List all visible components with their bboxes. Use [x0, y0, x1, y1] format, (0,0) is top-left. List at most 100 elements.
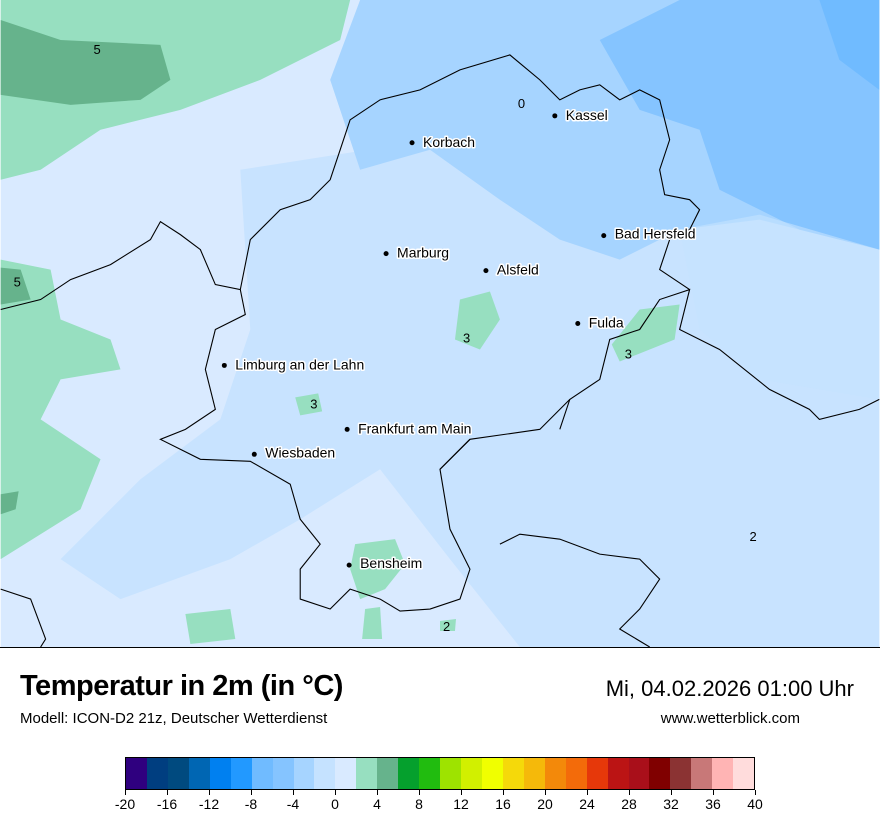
legend-tick: [586, 790, 588, 795]
legend-swatch: [481, 758, 503, 789]
legend-tick-label: 32: [663, 796, 679, 812]
legend-tick: [712, 790, 714, 795]
city-frankfurt[interactable]: Frankfurt am Main: [344, 419, 473, 438]
legend-swatch: [272, 758, 294, 789]
forecast-datetime: Mi, 04.02.2026 01:00 Uhr: [605, 676, 854, 701]
legend-swatch: [377, 758, 399, 789]
city-bad-hersfeld[interactable]: Bad Hersfeld: [601, 224, 697, 243]
contour-label: 5: [94, 42, 101, 57]
legend-swatch: [691, 758, 713, 789]
legend-tick-label: 40: [747, 796, 763, 812]
legend-swatch: [230, 758, 252, 789]
svg-text:Limburg an der Lahn: Limburg an der Lahn: [235, 356, 364, 372]
legend-tick-label: 16: [495, 796, 511, 812]
legend-tick: [544, 790, 546, 795]
legend-swatch: [398, 758, 420, 789]
svg-text:Korbach: Korbach: [423, 134, 475, 150]
legend-tick-label: 24: [579, 796, 595, 812]
website-link[interactable]: www.wetterblick.com: [660, 710, 800, 727]
legend-tick-label: 0: [331, 796, 339, 812]
legend-tick: [670, 790, 672, 795]
legend-swatch: [356, 758, 378, 789]
legend-tick-label: 28: [621, 796, 637, 812]
legend-swatch: [419, 758, 441, 789]
legend-swatch: [335, 758, 357, 789]
svg-text:Alsfeld: Alsfeld: [497, 262, 539, 278]
contour-label: 3: [310, 396, 317, 411]
legend-tick: [250, 790, 252, 795]
legend-tick: [460, 790, 462, 795]
legend-tick-label: 12: [453, 796, 469, 812]
legend-tick-label: 8: [415, 796, 423, 812]
city-korbach[interactable]: Korbach: [409, 132, 477, 151]
contour-label: 2: [443, 619, 450, 634]
legend-swatch: [251, 758, 273, 789]
legend-tick: [124, 790, 126, 795]
legend-swatch: [607, 758, 629, 789]
legend-swatch: [670, 758, 692, 789]
map-title: Temperatur in 2m (in °C): [20, 670, 343, 702]
temperature-map[interactable]: Kassel Korbach Bad Hersfeld Marburg Alsf…: [0, 0, 880, 648]
borders: [0, 54, 880, 647]
legend-tick: [292, 790, 294, 795]
svg-text:Fulda: Fulda: [589, 314, 624, 330]
legend-ticks: -20 -16 -12 -8 -4 0 4 8 12 16 20 24 28 32 36 40: [115, 790, 763, 820]
svg-text:Frankfurt am Main: Frankfurt am Main: [358, 420, 471, 436]
legend-swatch: [586, 758, 608, 789]
legend-swatch: [146, 758, 168, 789]
legend-swatch: [649, 758, 671, 789]
legend-swatch: [733, 758, 755, 789]
svg-text:Bensheim: Bensheim: [360, 555, 422, 571]
legend-swatch: [544, 758, 566, 789]
svg-text:Wiesbaden: Wiesbaden: [265, 444, 335, 460]
legend-tick-label: -4: [286, 796, 300, 812]
contour-labels: 5 0 5 3 3 3 2 2: [14, 42, 757, 634]
city-wiesbaden[interactable]: Wiesbaden: [251, 443, 337, 462]
city-alsfeld[interactable]: Alsfeld: [483, 260, 540, 279]
legend-tick: [334, 790, 336, 795]
contour-label: 3: [625, 346, 632, 361]
legend-tick-label: 36: [705, 796, 721, 812]
legend-tick-label: -8: [244, 796, 258, 812]
temperature-fields: [0, 0, 880, 647]
legend-swatch: [461, 758, 482, 789]
city-kassel[interactable]: Kassel: [552, 105, 609, 124]
city-markers: Kassel Korbach Bad Hersfeld Marburg Alsf…: [221, 105, 697, 573]
contour-label: 2: [750, 529, 757, 544]
legend-swatch: [502, 758, 524, 789]
legend-swatch: [712, 758, 734, 789]
legend-swatch: [126, 758, 147, 789]
legend-tick-label: -16: [156, 796, 178, 812]
city-marburg[interactable]: Marburg: [383, 243, 451, 262]
contour-label: 3: [463, 330, 470, 345]
svg-text:Marburg: Marburg: [397, 245, 449, 261]
legend-swatch: [293, 758, 315, 789]
legend-swatch: [440, 758, 461, 789]
legend-swatch: [523, 758, 545, 789]
legend-swatch: [314, 758, 336, 789]
model-source: Modell: ICON-D2 21z, Deutscher Wetterdie…: [20, 710, 328, 727]
legend-swatch: [167, 758, 189, 789]
legend-tick: [208, 790, 210, 795]
city-limburg[interactable]: Limburg an der Lahn: [221, 355, 366, 374]
legend-tick: [502, 790, 504, 795]
legend-tick-label: 20: [537, 796, 553, 812]
legend-tick: [418, 790, 420, 795]
svg-text:Bad Hersfeld: Bad Hersfeld: [615, 226, 696, 242]
legend-swatch: [188, 758, 210, 789]
legend-tick: [628, 790, 630, 795]
contour-label: 0: [518, 96, 525, 111]
svg-text:Kassel: Kassel: [566, 107, 608, 123]
city-fulda[interactable]: Fulda: [575, 313, 625, 332]
contour-label: 5: [14, 275, 21, 290]
legend-tick-label: -12: [198, 796, 220, 812]
city-bensheim[interactable]: Bensheim: [346, 554, 424, 573]
legend-swatch: [565, 758, 587, 789]
legend-swatch: [209, 758, 231, 789]
legend-tick: [376, 790, 378, 795]
legend-tick: [166, 790, 168, 795]
legend-swatch: [628, 758, 650, 789]
legend-tick-label: -20: [114, 796, 136, 812]
color-scale-legend: [125, 757, 755, 790]
legend-tick: [754, 790, 756, 795]
